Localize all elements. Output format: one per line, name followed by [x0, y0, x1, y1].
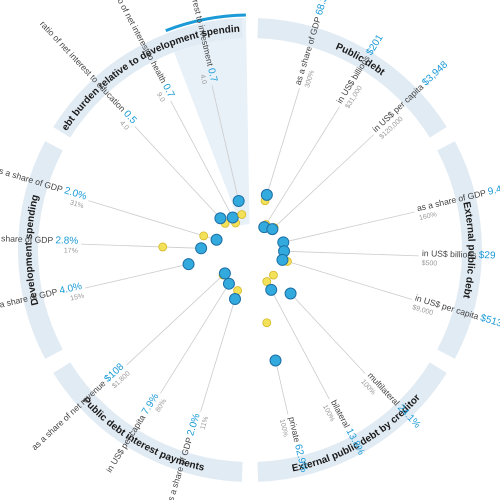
- category-band-external-public-debt-by-creditor: [257, 362, 447, 482]
- indicator-label-external-public-debt-in-us-billions: in US$ billions $29$500: [422, 248, 497, 268]
- value-dot-public-debt-interest-payments-as-a-share-of-net-revenue: [218, 267, 231, 280]
- value-dot-external-public-debt-in-us-per-capita: [276, 253, 289, 266]
- value-dot-external-public-debt-by-creditor-multilateral: [284, 287, 297, 300]
- indicator-value: $3,948: [420, 59, 450, 88]
- indicator-label-development-spending-health-as-a-share-of-gdp: health as a share of GDP 2.8%17%: [0, 232, 78, 255]
- indicator-max: 4.0: [198, 74, 207, 85]
- indicator-max: 160%: [418, 211, 437, 222]
- indicator-value: $29: [479, 250, 496, 262]
- spoke-development-spending-investment-as-a-share-of-gdp: [88, 200, 217, 241]
- indicator-label-public-debt-interest-payments-as-a-share-of-net-revenue: as a share of net revenue $108$1,800: [29, 361, 131, 452]
- indicator-value: 2.8%: [55, 235, 78, 247]
- indicator-max: 9.0: [155, 91, 166, 103]
- spoke-public-debt-interest-payments-as-a-share-of-net-revenue: [126, 273, 226, 366]
- reference-dot-external-public-debt-by-creditor-private: [262, 318, 272, 328]
- spoke-public-debt-interest-payments-as-a-share-of-gdp: [200, 298, 236, 412]
- value-dot-development-spending-health-as-a-share-of-gdp: [195, 242, 208, 255]
- reference-dot-debt-burden-relative-to-development-spending-ratio-of-net-interest-to-investment: [237, 210, 247, 219]
- spoke-external-public-debt-by-creditor-multilateral: [290, 293, 366, 374]
- value-dot-external-public-debt-by-creditor-bilateral: [265, 283, 278, 296]
- value-dot-public-debt-interest-payments-as-a-share-of-gdp: [229, 293, 242, 306]
- spoke-debt-burden-relative-to-development-spending-ratio-of-net-interest-to-education: [134, 126, 221, 219]
- indicator-max: 100%: [278, 418, 289, 437]
- reference-dot-external-public-debt-by-creditor-multilateral: [269, 270, 278, 280]
- indicator-value: $201: [364, 32, 385, 57]
- indicator-text: health as a share of GDP 2.8%: [0, 232, 78, 247]
- value-dot-public-debt-in-us-per-capita: [266, 223, 279, 236]
- category-band-external-public-debt: [437, 141, 482, 359]
- category-band-development-spending: [17, 141, 63, 359]
- value-dot-public-debt-as-a-share-of-gdp: [260, 188, 273, 201]
- indicator-max: 31%: [69, 199, 84, 210]
- highlight-arc: [165, 13, 246, 33]
- category-band-debt-burden-relative-to-development-spending: [53, 18, 243, 138]
- spoke-development-spending-health-as-a-share-of-gdp: [81, 243, 202, 249]
- reference-dot-external-public-debt-by-creditor-bilateral: [262, 277, 272, 286]
- spoke-public-debt-as-a-share-of-gdp: [266, 88, 300, 195]
- spoke-external-public-debt-by-creditor-bilateral: [270, 289, 330, 400]
- spoke-public-debt-in-us-per-capita: [272, 134, 374, 230]
- indicator-value: 0.7: [205, 67, 219, 83]
- value-dot-debt-burden-relative-to-development-spending-ratio-of-net-interest-to-education: [214, 212, 227, 225]
- indicator-value: 9.4%: [487, 182, 500, 198]
- highlighted-sector: [166, 18, 250, 226]
- indicator-max: 15%: [70, 293, 85, 303]
- spoke-public-debt-interest-payments-in-us-per-capita: [160, 283, 230, 394]
- indicator-max: 300%: [304, 70, 316, 89]
- reference-dot-development-spending-investment-as-a-share-of-gdp: [199, 231, 209, 241]
- value-dot-debt-burden-relative-to-development-spending-ratio-of-net-interest-to-investment: [232, 194, 245, 207]
- spoke-debt-burden-relative-to-development-spending-ratio-of-net-interest-to-health: [170, 100, 234, 218]
- indicator-name: health as a share of GDP: [0, 232, 56, 245]
- category-label-text: External public debt: [460, 201, 476, 300]
- category-band-public-debt: [257, 18, 447, 138]
- indicator-max: $500: [422, 260, 438, 268]
- category-band-public-debt-interest-payments: [53, 362, 243, 482]
- indicator-text: in US$ billions $29: [422, 248, 496, 262]
- spoke-development-spending-education-as-a-share-of-gdp: [85, 263, 189, 289]
- spoke-external-public-debt-as-a-share-of-gdp: [283, 211, 415, 243]
- indicator-max: 17%: [64, 248, 78, 255]
- value-dot-debt-burden-relative-to-development-spending-ratio-of-net-interest-to-health: [226, 211, 239, 224]
- spoke-debt-burden-relative-to-development-spending-ratio-of-net-interest-to-investment: [211, 85, 240, 202]
- spoke-external-public-debt-in-us-per-capita: [282, 259, 412, 300]
- spoke-external-public-debt-by-creditor-private: [275, 360, 289, 415]
- indicator-name: private: [287, 416, 303, 446]
- value-dot-external-public-debt-by-creditor-private: [269, 354, 282, 367]
- indicator-max: 4.0: [118, 120, 130, 132]
- indicator-name: in US$ billions: [422, 248, 479, 260]
- indicator-value: $513: [479, 313, 500, 330]
- spoke-external-public-debt-in-us-billions: [284, 250, 419, 257]
- reference-dot-development-spending-health-as-a-share-of-gdp: [158, 242, 168, 252]
- category-label-external-public-debt: External public debt: [460, 201, 476, 300]
- value-dot-development-spending-education-as-a-share-of-gdp: [182, 258, 195, 271]
- value-dot-development-spending-investment-as-a-share-of-gdp: [210, 233, 223, 246]
- indicator-value: 68.3%: [314, 0, 333, 17]
- indicator-max: 11%: [200, 416, 211, 431]
- indicator-value: 4.0%: [58, 281, 83, 297]
- value-dot-public-debt-interest-payments-in-us-per-capita: [222, 277, 235, 290]
- spoke-public-debt-in-us-billions: [263, 106, 340, 228]
